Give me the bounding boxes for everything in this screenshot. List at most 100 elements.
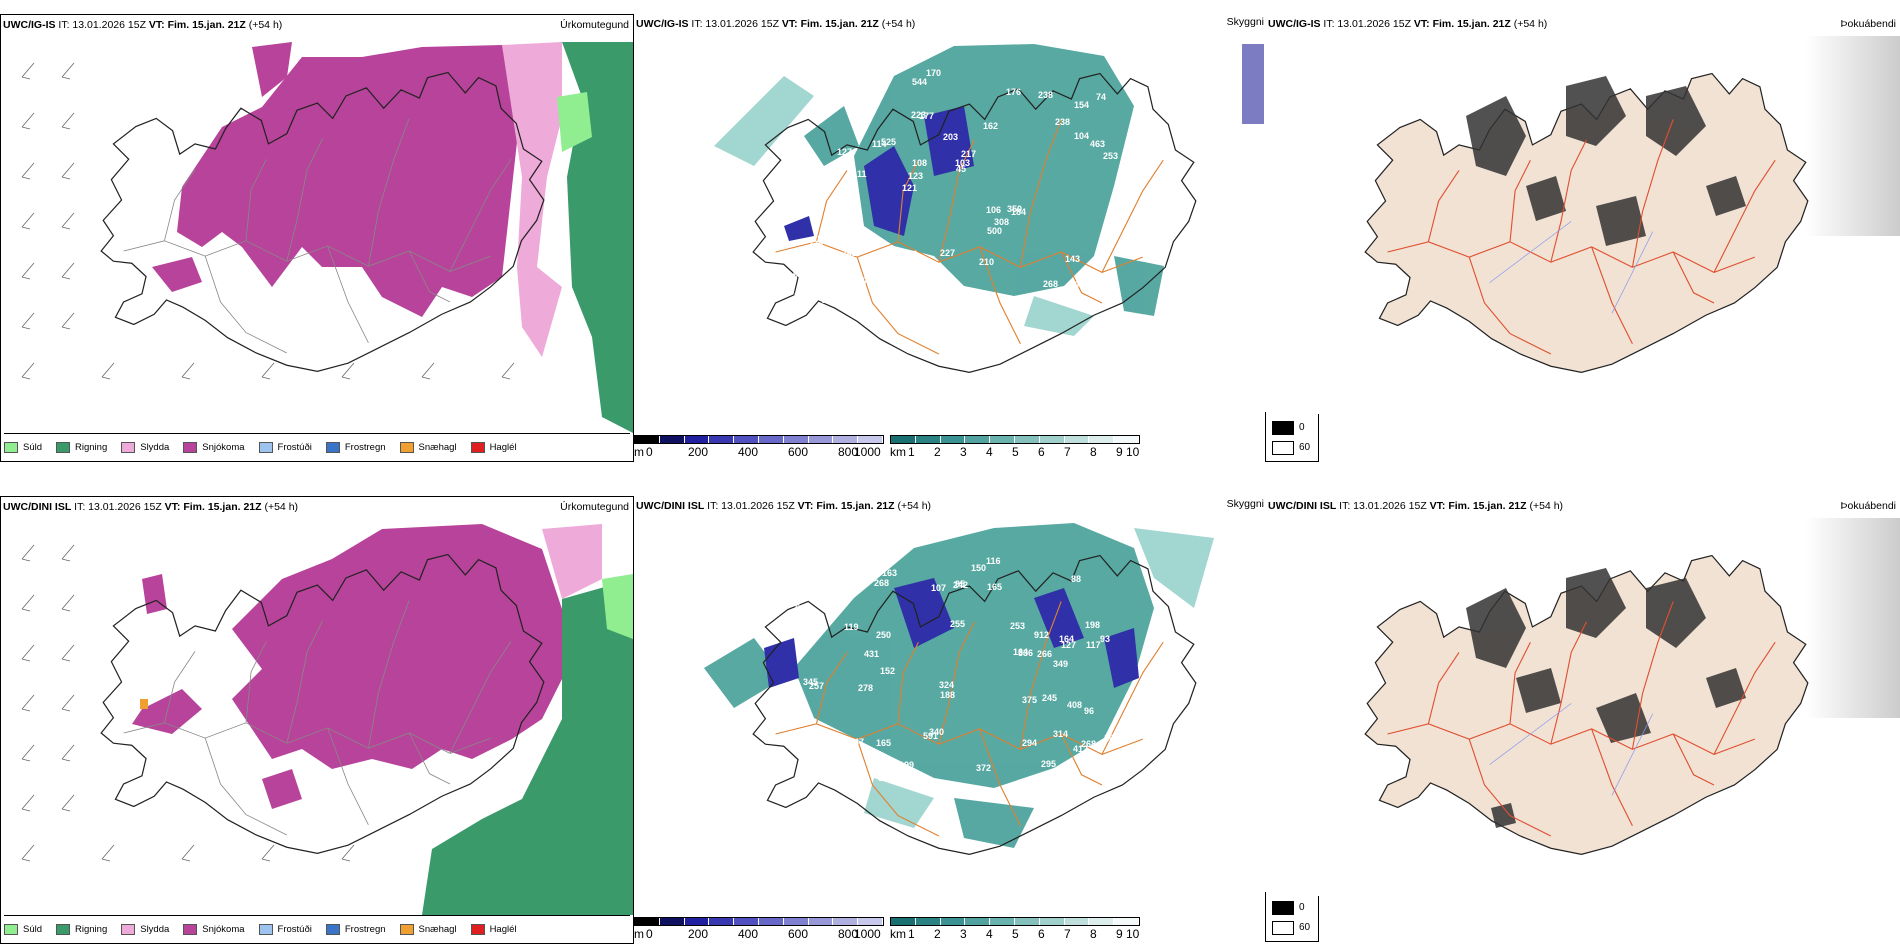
vis-tick: 8 bbox=[1090, 445, 1097, 459]
spot-value: 41 bbox=[789, 138, 799, 148]
vis-tick: 6 bbox=[1038, 445, 1045, 459]
legend-item: Haglél bbox=[470, 923, 517, 935]
legend-item: Súld bbox=[4, 441, 42, 453]
spot-value: 238 bbox=[1055, 117, 1070, 127]
spot-value: 143 bbox=[1065, 254, 1080, 264]
spot-value: 45 bbox=[956, 164, 966, 174]
panel-header: UWC/DINI ISL IT: 13.01.2026 15Z VT: Fim.… bbox=[1268, 500, 1564, 512]
spot-value: 96 bbox=[1084, 706, 1094, 716]
legend-item: Snjókoma bbox=[183, 441, 245, 453]
legend-item: Snæhagl bbox=[399, 441, 457, 453]
legend-item: Haglél bbox=[470, 441, 517, 453]
panel-header: UWC/IG-IS IT: 13.01.2026 15Z VT: Fim. 15… bbox=[636, 18, 916, 30]
vis-tick: 4 bbox=[986, 445, 993, 459]
spot-value: 268 bbox=[1081, 739, 1096, 749]
spot-value: 164 bbox=[1059, 634, 1074, 644]
vis-tick: 10 bbox=[1126, 927, 1140, 941]
spot-value: 220 bbox=[822, 295, 837, 305]
vis-tick: 2 bbox=[934, 445, 941, 459]
elev-tick: 1000 bbox=[854, 445, 881, 459]
spot-value: 325 bbox=[878, 773, 893, 783]
spot-value: 433 bbox=[812, 108, 827, 118]
spot-value: 181 bbox=[804, 757, 819, 767]
spot-value: 188 bbox=[940, 690, 955, 700]
spot-value: 203 bbox=[943, 132, 958, 142]
spot-value: 150 bbox=[971, 563, 986, 573]
spot-value: 193 bbox=[832, 592, 847, 602]
spot-value: 295 bbox=[1041, 759, 1056, 769]
legend-item: Slydda bbox=[121, 441, 169, 453]
precip-title: Úrkomutegund bbox=[560, 501, 629, 513]
vis-unit: km bbox=[890, 445, 906, 459]
vis-tick: 3 bbox=[960, 445, 967, 459]
spot-value: 235 bbox=[808, 239, 823, 249]
vis-tick: 5 bbox=[1012, 445, 1019, 459]
spot-value: 713 bbox=[801, 732, 816, 742]
spot-value: 291 bbox=[807, 159, 822, 169]
spot-value: 108 bbox=[852, 111, 867, 121]
spot-value: 170 bbox=[926, 68, 941, 78]
spot-value: 127 bbox=[837, 147, 852, 157]
legend-item: Snæhagl bbox=[399, 923, 457, 935]
spot-value: 250 bbox=[876, 630, 891, 640]
panel-header: UWC/IG-IS IT: 13.01.2026 15Z VT: Fim. 15… bbox=[3, 19, 283, 31]
precip-map bbox=[2, 37, 633, 433]
spot-value: 107 bbox=[931, 583, 946, 593]
spot-value: 198 bbox=[1085, 620, 1100, 630]
legend-item: Súld bbox=[4, 923, 42, 935]
panel-header: UWC/DINI ISL IT: 13.01.2026 15Z VT: Fim.… bbox=[3, 501, 299, 513]
visibility-title: Skyggni bbox=[1226, 16, 1264, 28]
spot-value: 45 bbox=[844, 260, 854, 270]
elevation-colorbar: m 0 200 400 600 800 1000 bbox=[634, 435, 884, 469]
vis-tick: 7 bbox=[1064, 445, 1071, 459]
visibility-colorbar: km 1 2 3 4 5 6 7 8 9 10 bbox=[890, 917, 1140, 951]
spot-value: 147 bbox=[849, 737, 864, 747]
legend-item: Slydda bbox=[121, 923, 169, 935]
vis-tick: 10 bbox=[1126, 445, 1140, 459]
spot-value: 525 bbox=[881, 137, 896, 147]
legend-item: Frostúði bbox=[258, 441, 312, 453]
spot-value: 154 bbox=[1074, 100, 1089, 110]
spot-value: 162 bbox=[983, 121, 998, 131]
fog-title: Þokuábendi bbox=[1840, 500, 1896, 512]
spot-value: 163 bbox=[882, 568, 897, 578]
spot-value: 591 bbox=[923, 731, 938, 741]
precip-panel-row2: UWC/DINI ISL IT: 13.01.2026 15Z VT: Fim.… bbox=[0, 496, 634, 944]
spot-value: 291 bbox=[794, 291, 809, 301]
elev-tick: 600 bbox=[788, 445, 809, 459]
fog-panel-row1: UWC/IG-IS IT: 13.01.2026 15Z VT: Fim. 15… bbox=[1266, 14, 1900, 414]
elev-tick: 800 bbox=[838, 445, 859, 459]
spot-value: 104 bbox=[1074, 131, 1089, 141]
spot-value: 93 bbox=[1100, 634, 1110, 644]
precip-title: Úrkomutegund bbox=[560, 19, 629, 31]
vis-tick: 4 bbox=[986, 927, 993, 941]
spot-value: 268 bbox=[874, 578, 889, 588]
elev-tick: 0 bbox=[646, 445, 653, 459]
spot-value: 227 bbox=[940, 248, 955, 258]
spot-value: 93 bbox=[793, 270, 803, 280]
legend-item: Frostregn bbox=[325, 441, 386, 453]
spot-value: 117 bbox=[1086, 640, 1101, 650]
spot-value: 114 bbox=[872, 139, 887, 149]
elev-tick: 400 bbox=[738, 927, 759, 941]
spot-value: 242 bbox=[953, 580, 968, 590]
spot-value: 294 bbox=[1022, 738, 1037, 748]
spot-value: 463 bbox=[1090, 139, 1105, 149]
spot-value: 535 bbox=[795, 603, 810, 613]
visibility-map: 306 291 154 121 162 325 223 203 200 525 93 45 177 217… bbox=[714, 44, 1264, 373]
spot-value: 95 bbox=[955, 579, 965, 589]
elev-tick: 200 bbox=[688, 445, 709, 459]
spot-value: 176 bbox=[1006, 87, 1021, 97]
spot-value: 223 bbox=[911, 110, 926, 120]
spot-value: 431 bbox=[864, 649, 879, 659]
spot-value: 117 bbox=[1058, 769, 1073, 779]
vis-tick: 8 bbox=[1090, 927, 1097, 941]
elev-tick: 800 bbox=[838, 927, 859, 941]
spot-value: 164 bbox=[1013, 647, 1028, 657]
spot-value: 89 bbox=[945, 292, 955, 302]
panel-header: UWC/IG-IS IT: 13.01.2026 15Z VT: Fim. 15… bbox=[1268, 18, 1548, 30]
visibility-panel-row2: UWC/DINI ISL IT: 13.01.2026 15Z VT: Fim.… bbox=[634, 496, 1266, 944]
spot-value: 123 bbox=[908, 171, 923, 181]
spot-value: 257 bbox=[809, 681, 824, 691]
spot-value: 340 bbox=[929, 727, 944, 737]
